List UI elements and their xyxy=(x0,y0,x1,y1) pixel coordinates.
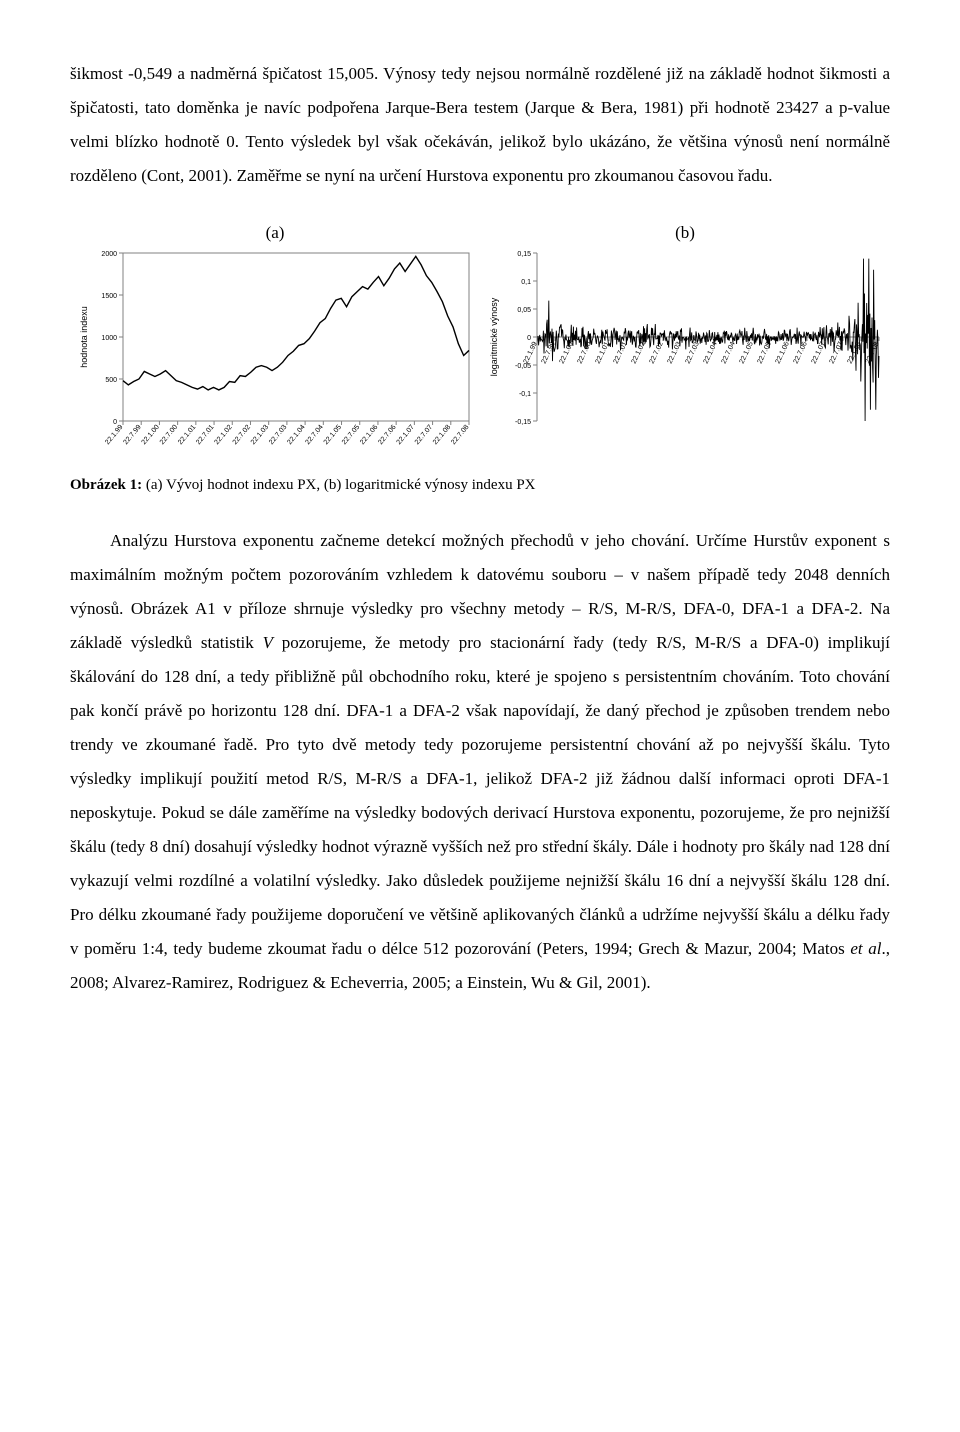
svg-text:22.1.05: 22.1.05 xyxy=(323,424,343,446)
chart-b-svg: -0,15-0,1-0,0500,050,10,1522.1.9922.7.99… xyxy=(485,247,885,467)
svg-text:22.7.99: 22.7.99 xyxy=(122,424,142,446)
svg-text:22.1.05: 22.1.05 xyxy=(739,341,755,365)
svg-text:-0,15: -0,15 xyxy=(515,419,531,426)
svg-text:1000: 1000 xyxy=(101,335,117,342)
text-italic: et al xyxy=(850,939,881,958)
svg-text:22.7.05: 22.7.05 xyxy=(341,424,361,446)
svg-text:-0,1: -0,1 xyxy=(519,391,531,398)
svg-text:0,05: 0,05 xyxy=(517,307,531,314)
svg-text:22.7.08: 22.7.08 xyxy=(450,424,470,446)
svg-text:22.7.03: 22.7.03 xyxy=(685,341,701,365)
svg-text:1500: 1500 xyxy=(101,293,117,300)
svg-text:22.7.02: 22.7.02 xyxy=(232,424,252,446)
chart-b-label: (b) xyxy=(675,223,695,243)
svg-text:22.1.03: 22.1.03 xyxy=(250,424,270,446)
svg-text:logaritmické výnosy: logaritmické výnosy xyxy=(489,297,499,376)
svg-text:22.7.07: 22.7.07 xyxy=(414,424,434,446)
svg-text:22.1.02: 22.1.02 xyxy=(213,424,233,446)
svg-text:22.7.03: 22.7.03 xyxy=(268,424,288,446)
svg-text:22.1.01: 22.1.01 xyxy=(177,424,197,446)
caption-bold: Obrázek 1: xyxy=(70,477,142,493)
text-italic: V xyxy=(263,633,273,652)
caption-rest: (a) Vývoj hodnot indexu PX, (b) logaritm… xyxy=(142,477,535,493)
svg-text:22.1.08: 22.1.08 xyxy=(432,424,452,446)
svg-text:22.1.06: 22.1.06 xyxy=(359,424,379,446)
svg-text:22.7.06: 22.7.06 xyxy=(377,424,397,446)
text: šikmost -0,549 a nadměrná špičatost 15,0… xyxy=(70,64,890,185)
svg-text:22.7.04: 22.7.04 xyxy=(304,424,324,446)
svg-text:22.7.05: 22.7.05 xyxy=(757,341,773,365)
svg-text:0: 0 xyxy=(113,419,117,426)
svg-text:22.1.07: 22.1.07 xyxy=(396,424,416,446)
svg-text:22.1.06: 22.1.06 xyxy=(775,341,791,365)
figure-1-caption: Obrázek 1: (a) Vývoj hodnot indexu PX, (… xyxy=(70,477,890,494)
svg-text:22.1.02: 22.1.02 xyxy=(631,341,647,365)
svg-text:2000: 2000 xyxy=(101,251,117,258)
figure-1: (a) 050010001500200022.1.9922.7.9922.1.0… xyxy=(70,223,890,467)
svg-text:22.1.00: 22.1.00 xyxy=(141,424,161,446)
svg-text:22.7.01: 22.7.01 xyxy=(195,424,215,446)
paragraph-1: šikmost -0,549 a nadměrná špičatost 15,0… xyxy=(70,57,890,193)
svg-text:22.1.04: 22.1.04 xyxy=(286,424,306,446)
text: pozorujeme, že metody pro stacionární řa… xyxy=(70,633,890,958)
svg-text:22.1.99: 22.1.99 xyxy=(523,341,539,365)
svg-text:0: 0 xyxy=(527,335,531,342)
chart-a-label: (a) xyxy=(266,223,285,243)
svg-text:22.1.04: 22.1.04 xyxy=(703,341,719,365)
svg-text:22.7.04: 22.7.04 xyxy=(721,341,737,365)
svg-text:500: 500 xyxy=(105,377,117,384)
svg-text:hodnota indexu: hodnota indexu xyxy=(79,306,89,368)
svg-text:22.1.99: 22.1.99 xyxy=(104,424,124,446)
chart-a-svg: 050010001500200022.1.9922.7.9922.1.0022.… xyxy=(75,247,475,467)
paragraph-2: Analýzu Hurstova exponentu začneme detek… xyxy=(70,524,890,1000)
svg-text:22.7.99: 22.7.99 xyxy=(541,341,557,365)
svg-text:0,15: 0,15 xyxy=(517,251,531,258)
svg-text:0,1: 0,1 xyxy=(521,279,531,286)
svg-text:22.7.00: 22.7.00 xyxy=(159,424,179,446)
